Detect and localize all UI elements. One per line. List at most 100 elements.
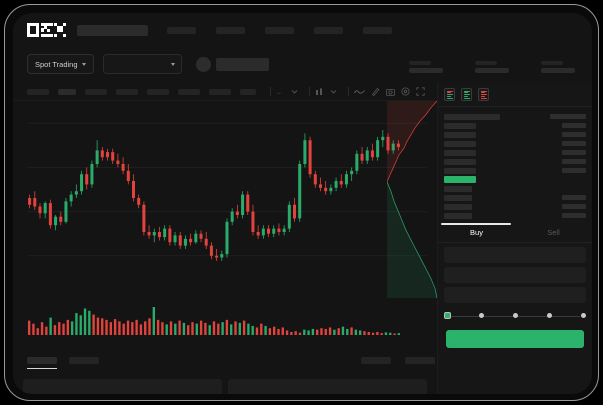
orderbook-row[interactable]: [444, 211, 586, 220]
okx-logo-x: [54, 23, 66, 37]
orderbook-row[interactable]: [444, 139, 586, 148]
orderbook-row[interactable]: [444, 175, 586, 184]
market-stat-label: [475, 61, 497, 65]
asks-icon[interactable]: [478, 88, 489, 101]
timeframe-chip-0[interactable]: [27, 88, 49, 95]
submit-buy-button[interactable]: [446, 330, 584, 348]
orderbook-price-cell: [444, 131, 476, 138]
bids-icon[interactable]: [461, 88, 472, 101]
okx-logo-o: [27, 23, 39, 37]
chevron-down-icon[interactable]: [291, 88, 298, 95]
pair-name-placeholder: [215, 57, 269, 71]
orderbook-size-cell: [562, 168, 586, 173]
volume-histogram: [13, 301, 437, 349]
orderbook-row[interactable]: [444, 202, 586, 211]
percent-slider-node-25[interactable]: [478, 313, 484, 319]
orderbook-price-cell: [444, 122, 476, 129]
orderbook-price-cell: [444, 185, 472, 192]
spot-trading-selector[interactable]: Spot Trading: [27, 54, 94, 74]
trading-pair-select[interactable]: [102, 54, 182, 74]
okx-logo[interactable]: [27, 23, 66, 37]
svg-text:↔: ↔: [276, 90, 282, 96]
market-stat-label: [409, 61, 431, 65]
market-stat-label: [541, 61, 563, 65]
okx-logo-k: [40, 23, 53, 37]
timeframe-icon[interactable]: [315, 88, 324, 96]
percent-slider-node-75[interactable]: [546, 313, 552, 319]
nav-item-1[interactable]: [216, 26, 245, 34]
orderbook-row[interactable]: [444, 121, 586, 130]
orderbook-price-cell: [444, 212, 472, 219]
timeframe-chip-4[interactable]: [147, 88, 169, 95]
panel-right[interactable]: [228, 379, 427, 394]
market-stat-value: [409, 68, 443, 73]
timeframe-chip-6[interactable]: [209, 88, 231, 95]
camera-icon[interactable]: [386, 88, 395, 96]
line-style-icon[interactable]: [354, 88, 365, 95]
settings-icon[interactable]: [401, 87, 410, 96]
nav-title-placeholder: [77, 24, 148, 36]
orderbook-row[interactable]: [444, 130, 586, 139]
orderbook-mode-switcher[interactable]: [438, 83, 592, 107]
nav-item-4[interactable]: [363, 26, 392, 34]
orderbook-size-cell: [562, 204, 586, 209]
orderbook-row[interactable]: [444, 148, 586, 157]
indicator-icon[interactable]: ↔: [276, 88, 285, 96]
tab-buy[interactable]: Buy: [470, 228, 483, 237]
price-field[interactable]: [444, 247, 586, 263]
both-icon[interactable]: [444, 88, 455, 101]
timeframe-chip-7[interactable]: [240, 88, 256, 95]
orderbook-header-right: [550, 114, 586, 119]
market-subheader: Spot Trading: [13, 47, 592, 81]
orderbook-and-order-form: Buy Sell: [437, 83, 592, 394]
timeframe-chip-1[interactable]: [58, 88, 76, 95]
candlestick-chart[interactable]: [13, 101, 437, 301]
timeframe-chip-5[interactable]: [178, 88, 200, 95]
orderbook-row[interactable]: [444, 193, 586, 202]
bottom-action-1[interactable]: [405, 357, 435, 364]
percent-slider-handle[interactable]: [443, 312, 451, 320]
bottom-tab-1[interactable]: [69, 357, 99, 364]
timeframe-chip-3[interactable]: [116, 88, 138, 95]
bottom-tabs-left[interactable]: [27, 353, 437, 364]
fullscreen-icon[interactable]: [416, 87, 425, 96]
percent-slider-node-50[interactable]: [512, 313, 518, 319]
percent-slider[interactable]: [443, 311, 586, 323]
orderbook-rows[interactable]: [438, 107, 592, 220]
nav-item-0[interactable]: [167, 26, 196, 34]
device-bezel: Spot Trading ↔: [13, 13, 592, 394]
orderbook-size-cell: [562, 195, 586, 200]
total-field[interactable]: [444, 287, 586, 303]
nav-item-2[interactable]: [265, 26, 294, 34]
orderbook-size-cell: [562, 150, 586, 155]
orderbook-row[interactable]: [444, 166, 586, 175]
volume-histogram-svg: [27, 307, 401, 335]
top-navigation-bar: [13, 13, 592, 47]
bottom-action-0[interactable]: [361, 357, 391, 364]
candlestick-chart-svg: [27, 122, 427, 261]
nav-item-3[interactable]: [314, 26, 343, 34]
bottom-tab-active-indicator: [27, 368, 57, 370]
market-stat-value: [541, 68, 575, 73]
orderbook-row[interactable]: [444, 184, 586, 193]
bottom-tab-0[interactable]: [27, 357, 57, 364]
orderbook-size-cell: [562, 141, 586, 146]
buy-tab-active-indicator: [441, 223, 511, 225]
orderbook-size-cell: [562, 123, 586, 128]
timeframe-chip-2[interactable]: [85, 88, 107, 95]
orderbook-price-cell: [444, 167, 476, 174]
percent-slider-node-100[interactable]: [580, 313, 586, 319]
market-stat-value: [475, 68, 509, 73]
orderbook-row[interactable]: [444, 157, 586, 166]
timeframe-chips[interactable]: [27, 88, 265, 95]
toolbar-divider: [270, 87, 271, 96]
chevron-down-icon[interactable]: [330, 88, 337, 95]
toolbar-divider: [309, 87, 310, 96]
tab-sell[interactable]: Sell: [547, 228, 560, 237]
panel-left[interactable]: [23, 379, 222, 394]
orderbook-price-cell: [444, 158, 476, 165]
buy-sell-tabs[interactable]: Buy Sell: [438, 223, 592, 243]
amount-field[interactable]: [444, 267, 586, 283]
orderbook-header-left: [444, 113, 500, 120]
drawing-pencil-icon[interactable]: [371, 87, 380, 96]
